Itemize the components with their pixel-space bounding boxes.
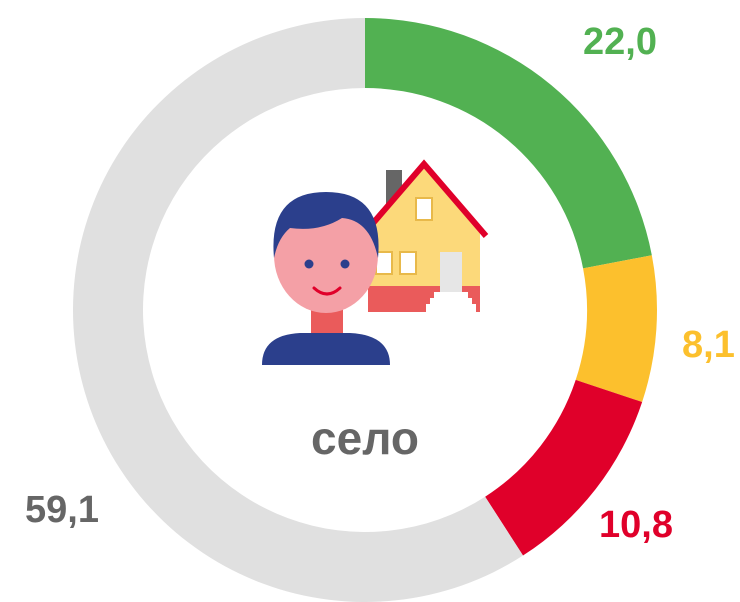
door: [440, 252, 462, 292]
donut-segment: [576, 255, 657, 402]
window: [376, 252, 392, 274]
window: [400, 252, 416, 274]
eye: [305, 260, 314, 269]
center-label: село: [311, 412, 419, 464]
value-label: 59,1: [25, 489, 99, 531]
eye: [341, 260, 350, 269]
value-label: 8,1: [682, 324, 735, 366]
person-body: [262, 333, 390, 365]
value-label: 22,0: [583, 21, 657, 63]
step: [430, 298, 472, 304]
chart: село 22,0 8,1 10,8 59,1: [0, 0, 740, 602]
step: [434, 292, 468, 298]
village-icon: [262, 164, 486, 365]
value-label: 10,8: [599, 504, 673, 546]
window: [416, 198, 432, 220]
step: [426, 304, 476, 312]
